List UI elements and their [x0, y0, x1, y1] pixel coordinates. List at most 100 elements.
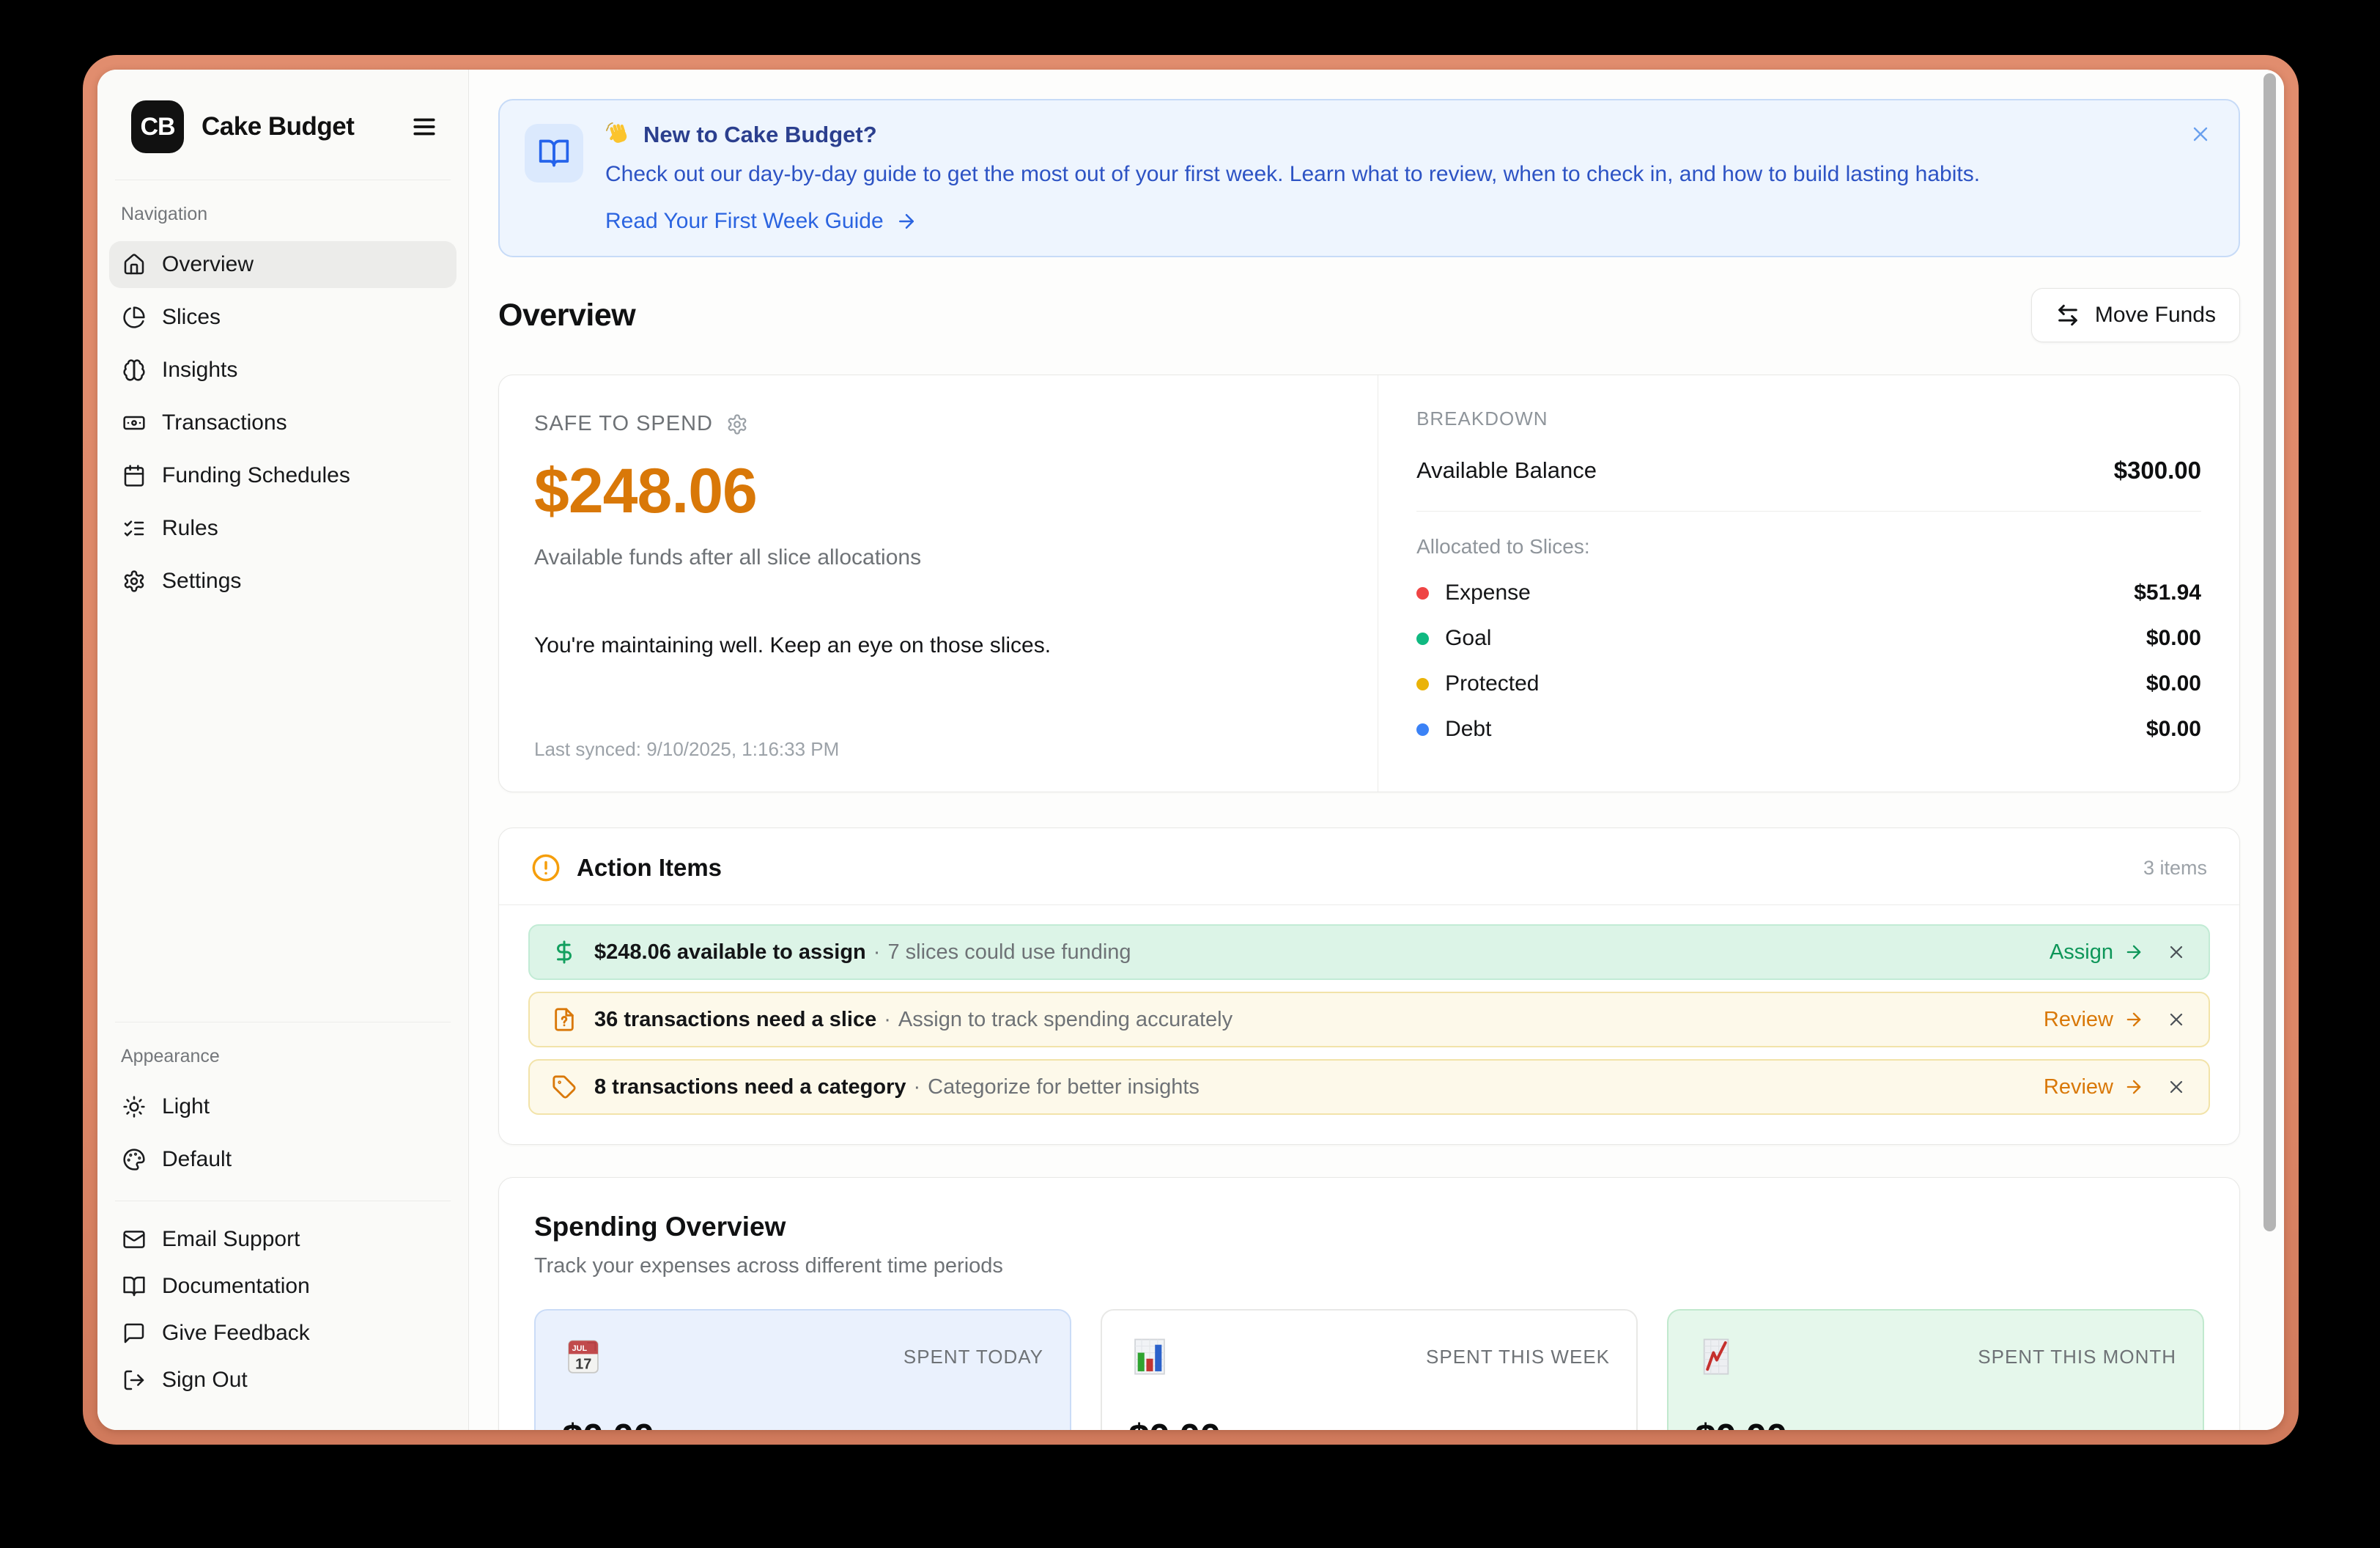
breakdown-row-protected: Protected $0.00	[1416, 671, 2201, 696]
move-funds-button[interactable]: Move Funds	[2030, 288, 2240, 342]
sidebar-item-label: Settings	[162, 569, 242, 593]
hamburger-menu-icon[interactable]	[408, 111, 440, 143]
sidebar-item-email-support[interactable]: Email Support	[109, 1217, 457, 1261]
dismiss-action-item-icon[interactable]	[2166, 1009, 2187, 1030]
breakdown-panel: BREAKDOWN Available Balance $300.00 Allo…	[1378, 375, 2239, 792]
action-link-label: Review	[2043, 1075, 2113, 1099]
arrow-right-icon	[2126, 1080, 2141, 1094]
safe-to-spend-amount: $248.06	[534, 456, 758, 526]
sidebar-item-label: Insights	[162, 358, 238, 382]
action-item-transactions-need-slice: 36 transactions need a slice · Assign to…	[528, 992, 2210, 1047]
sidebar-item-settings[interactable]: Settings	[109, 558, 457, 605]
breakdown-row-value: $51.94	[2134, 580, 2201, 605]
sidebar-item-insights[interactable]: Insights	[109, 347, 457, 394]
last-synced-text: Last synced: 9/10/2025, 1:16:33 PM	[534, 738, 840, 760]
sidebar-appearance-section: Appearance Light Default	[97, 1022, 468, 1201]
spending-overview-subtitle: Track your expenses across different tim…	[534, 1254, 1003, 1278]
spent-today-card: JUL 17 SPENT TODAY $0.00	[534, 1309, 1071, 1430]
review-link[interactable]: Review	[2044, 1008, 2144, 1032]
sidebar-item-sign-out[interactable]: Sign Out	[109, 1358, 457, 1402]
app-logo: CB	[131, 100, 184, 153]
sidebar-item-transactions[interactable]: Transactions	[109, 399, 457, 446]
sidebar-item-rules[interactable]: Rules	[109, 505, 457, 552]
action-item-detail-text: 7 slices could use funding	[887, 940, 1131, 964]
arrow-right-icon	[2126, 1012, 2141, 1027]
page-header: Overview Move Funds	[498, 288, 2240, 342]
waving-hand-emoji-icon	[606, 122, 627, 143]
calendar-icon	[124, 465, 144, 487]
banner-link-label: Read Your First Week Guide	[605, 209, 884, 233]
breakdown-row-label: Expense	[1445, 580, 1531, 605]
appearance-section-label: Appearance	[121, 1046, 220, 1066]
breakdown-row-label: Protected	[1445, 671, 1540, 696]
dollar-sign-icon	[557, 940, 572, 964]
scrollbar-thumb[interactable]	[2263, 73, 2276, 1231]
sidebar-item-documentation[interactable]: Documentation	[109, 1264, 457, 1308]
spent-this-month-label: SPENT THIS MONTH	[1978, 1345, 2176, 1368]
review-link[interactable]: Review	[2044, 1075, 2144, 1099]
house-icon	[124, 254, 144, 275]
sidebar-spacer	[97, 622, 468, 1022]
action-item-bold-text: 36 transactions need a slice	[594, 1007, 877, 1031]
sidebar-item-label: Default	[162, 1147, 232, 1171]
gear-icon	[124, 570, 144, 592]
spent-this-week-label: SPENT THIS WEEK	[1426, 1345, 1610, 1368]
sidebar-item-label: Slices	[162, 305, 221, 329]
dismiss-action-item-icon[interactable]	[2166, 1077, 2187, 1097]
goal-dot-icon	[1416, 632, 1430, 645]
banknote-icon	[123, 416, 145, 430]
spending-overview-title: Spending Overview	[534, 1212, 786, 1242]
action-item-bold-text: 8 transactions need a category	[594, 1075, 906, 1099]
spending-cards-row: JUL 17 SPENT TODAY $0.00	[534, 1309, 2204, 1430]
debt-dot-icon	[1416, 723, 1430, 736]
action-item-detail-text: Categorize for better insights	[928, 1075, 1200, 1099]
sidebar-nav-section: Navigation Overview Slices Insights Tran…	[97, 180, 468, 622]
action-item-transactions-need-category: 8 transactions need a category · Categor…	[528, 1059, 2210, 1115]
page-title: Overview	[498, 297, 636, 333]
book-open-icon	[123, 1276, 145, 1297]
spending-overview-card: Spending Overview Track your expenses ac…	[498, 1177, 2240, 1430]
palette-icon	[123, 1149, 145, 1171]
brain-icon	[123, 359, 145, 381]
device-frame: CB Cake Budget Navigation Overview Slice…	[83, 55, 2299, 1445]
sidebar-item-funding-schedules[interactable]: Funding Schedules	[109, 452, 457, 499]
safe-to-spend-label: SAFE TO SPEND	[534, 412, 713, 435]
banner-guide-link[interactable]: Read Your First Week Guide	[605, 209, 917, 234]
mail-icon	[123, 1231, 145, 1248]
action-item-detail-text: Assign to track spending accurately	[898, 1007, 1233, 1031]
sidebar-item-label: Give Feedback	[162, 1321, 310, 1345]
action-items-title: Action Items	[577, 854, 722, 881]
assign-link[interactable]: Assign	[2050, 940, 2144, 965]
action-item-separator: ·	[913, 1075, 921, 1099]
sidebar-item-label: Light	[162, 1094, 210, 1118]
app-title: Cake Budget	[202, 112, 355, 141]
sidebar-item-label: Documentation	[162, 1274, 310, 1298]
breakdown-row-expense: Expense $51.94	[1416, 580, 2201, 605]
list-checks-icon	[124, 520, 144, 537]
tag-icon	[552, 1075, 576, 1099]
sidebar-item-slices[interactable]: Slices	[109, 294, 457, 341]
spent-this-week-card: SPENT THIS WEEK $0.00	[1101, 1309, 1638, 1430]
breakdown-divider	[1416, 511, 2201, 512]
spent-this-month-amount: $0.00	[1695, 1416, 2176, 1430]
expense-dot-icon	[1416, 586, 1430, 600]
action-item-bold-text: $248.06 available to assign	[594, 940, 866, 964]
banner-close-icon[interactable]	[2186, 119, 2215, 149]
breakdown-row-label: Goal	[1445, 626, 1492, 650]
sidebar-header: CB Cake Budget	[97, 70, 468, 180]
action-items-divider	[499, 904, 2239, 905]
breakdown-label: BREAKDOWN	[1416, 408, 1548, 430]
calendar-day: 17	[575, 1356, 591, 1372]
breakdown-row-value: $0.00	[2146, 671, 2201, 696]
safe-to-spend-card: SAFE TO SPEND $248.06 Available funds af…	[498, 375, 2240, 792]
sun-icon	[123, 1096, 145, 1118]
onboarding-banner: New to Cake Budget? Check out our day-by…	[498, 99, 2240, 257]
gear-icon[interactable]	[726, 413, 748, 435]
action-item-assign-funds: $248.06 available to assign · 7 slices c…	[528, 924, 2210, 980]
sidebar-item-give-feedback[interactable]: Give Feedback	[109, 1311, 457, 1355]
sidebar-item-overview[interactable]: Overview	[109, 241, 457, 288]
sidebar-item-light-theme[interactable]: Light	[109, 1083, 457, 1130]
breakdown-row-debt: Debt $0.00	[1416, 717, 2201, 742]
dismiss-action-item-icon[interactable]	[2166, 942, 2187, 962]
sidebar-item-default-theme[interactable]: Default	[109, 1136, 457, 1183]
